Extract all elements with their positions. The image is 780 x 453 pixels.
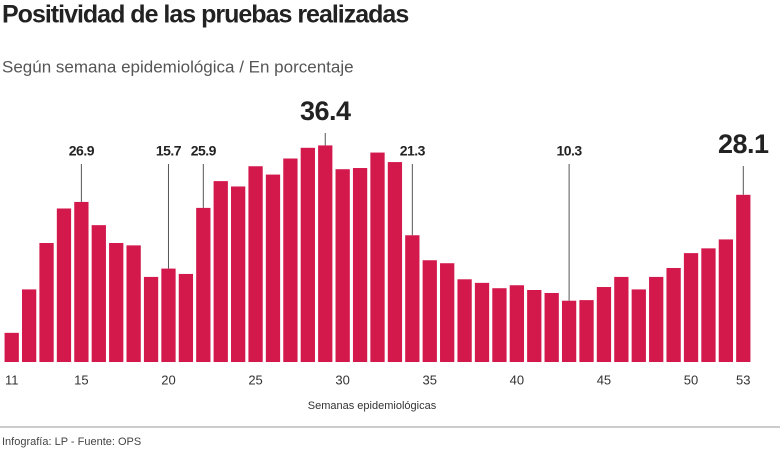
- bar: [4, 332, 19, 362]
- bar: [91, 225, 106, 362]
- bar: [161, 268, 176, 362]
- bar: [39, 243, 54, 362]
- x-tick-label: 20: [161, 372, 175, 387]
- value-label: 28.1: [718, 129, 769, 159]
- bar: [387, 162, 403, 362]
- bar: [405, 235, 420, 362]
- x-tick-label: 53: [736, 372, 750, 387]
- bar: [300, 147, 315, 362]
- bar: [422, 260, 437, 362]
- bar: [143, 276, 159, 362]
- bar: [265, 174, 281, 362]
- bar: [248, 166, 263, 362]
- bar: [335, 169, 350, 362]
- x-axis-title: Semanas epidemiológicas: [308, 400, 437, 412]
- x-tick-label: 11: [5, 372, 19, 387]
- bar: [614, 276, 629, 362]
- bar: [683, 253, 699, 362]
- bar: [21, 289, 37, 362]
- source: Infografía: LP - Fuente: OPS: [2, 436, 141, 448]
- x-tick-label: 40: [510, 372, 524, 387]
- bar: [109, 243, 124, 362]
- value-label: 25.9: [191, 143, 217, 159]
- bar: [196, 207, 211, 362]
- bar: [213, 181, 228, 362]
- bar: [474, 282, 490, 362]
- bar: [457, 279, 472, 362]
- bar: [318, 145, 333, 362]
- bar: [544, 292, 559, 362]
- bar: [701, 248, 716, 362]
- bar: [718, 239, 734, 362]
- bar: [440, 263, 455, 362]
- bar: [126, 245, 141, 362]
- bar: [492, 288, 507, 362]
- bar: [178, 273, 194, 362]
- x-tick-label: 15: [74, 372, 88, 387]
- bar: [666, 267, 681, 362]
- bar: [56, 208, 72, 362]
- bar: [649, 276, 664, 362]
- x-tick-label: 30: [335, 372, 349, 387]
- value-label: 15.7: [156, 143, 182, 159]
- x-tick-label: 25: [248, 372, 262, 387]
- value-label: 21.3: [400, 143, 426, 159]
- value-label: 10.3: [556, 143, 582, 159]
- bar: [631, 289, 646, 362]
- value-label: 36.4: [300, 96, 351, 126]
- value-label: 26.9: [69, 143, 95, 159]
- bar: [561, 300, 577, 362]
- chart-subtitle: Según semana epidemiológica / En porcent…: [2, 57, 354, 76]
- bar: [352, 168, 368, 362]
- bar: [509, 285, 524, 362]
- bar: [527, 290, 542, 362]
- bar: [579, 300, 594, 362]
- bar: [74, 201, 89, 362]
- bar: [283, 158, 298, 362]
- bar: [736, 194, 751, 362]
- bar: [596, 287, 612, 362]
- x-tick-label: 35: [423, 372, 437, 387]
- bar: [370, 152, 385, 362]
- bar: [231, 186, 246, 362]
- x-tick-label: 50: [684, 372, 698, 387]
- x-tick-label: 45: [597, 372, 611, 387]
- chart-title: Positividad de las pruebas realizadas: [2, 1, 408, 29]
